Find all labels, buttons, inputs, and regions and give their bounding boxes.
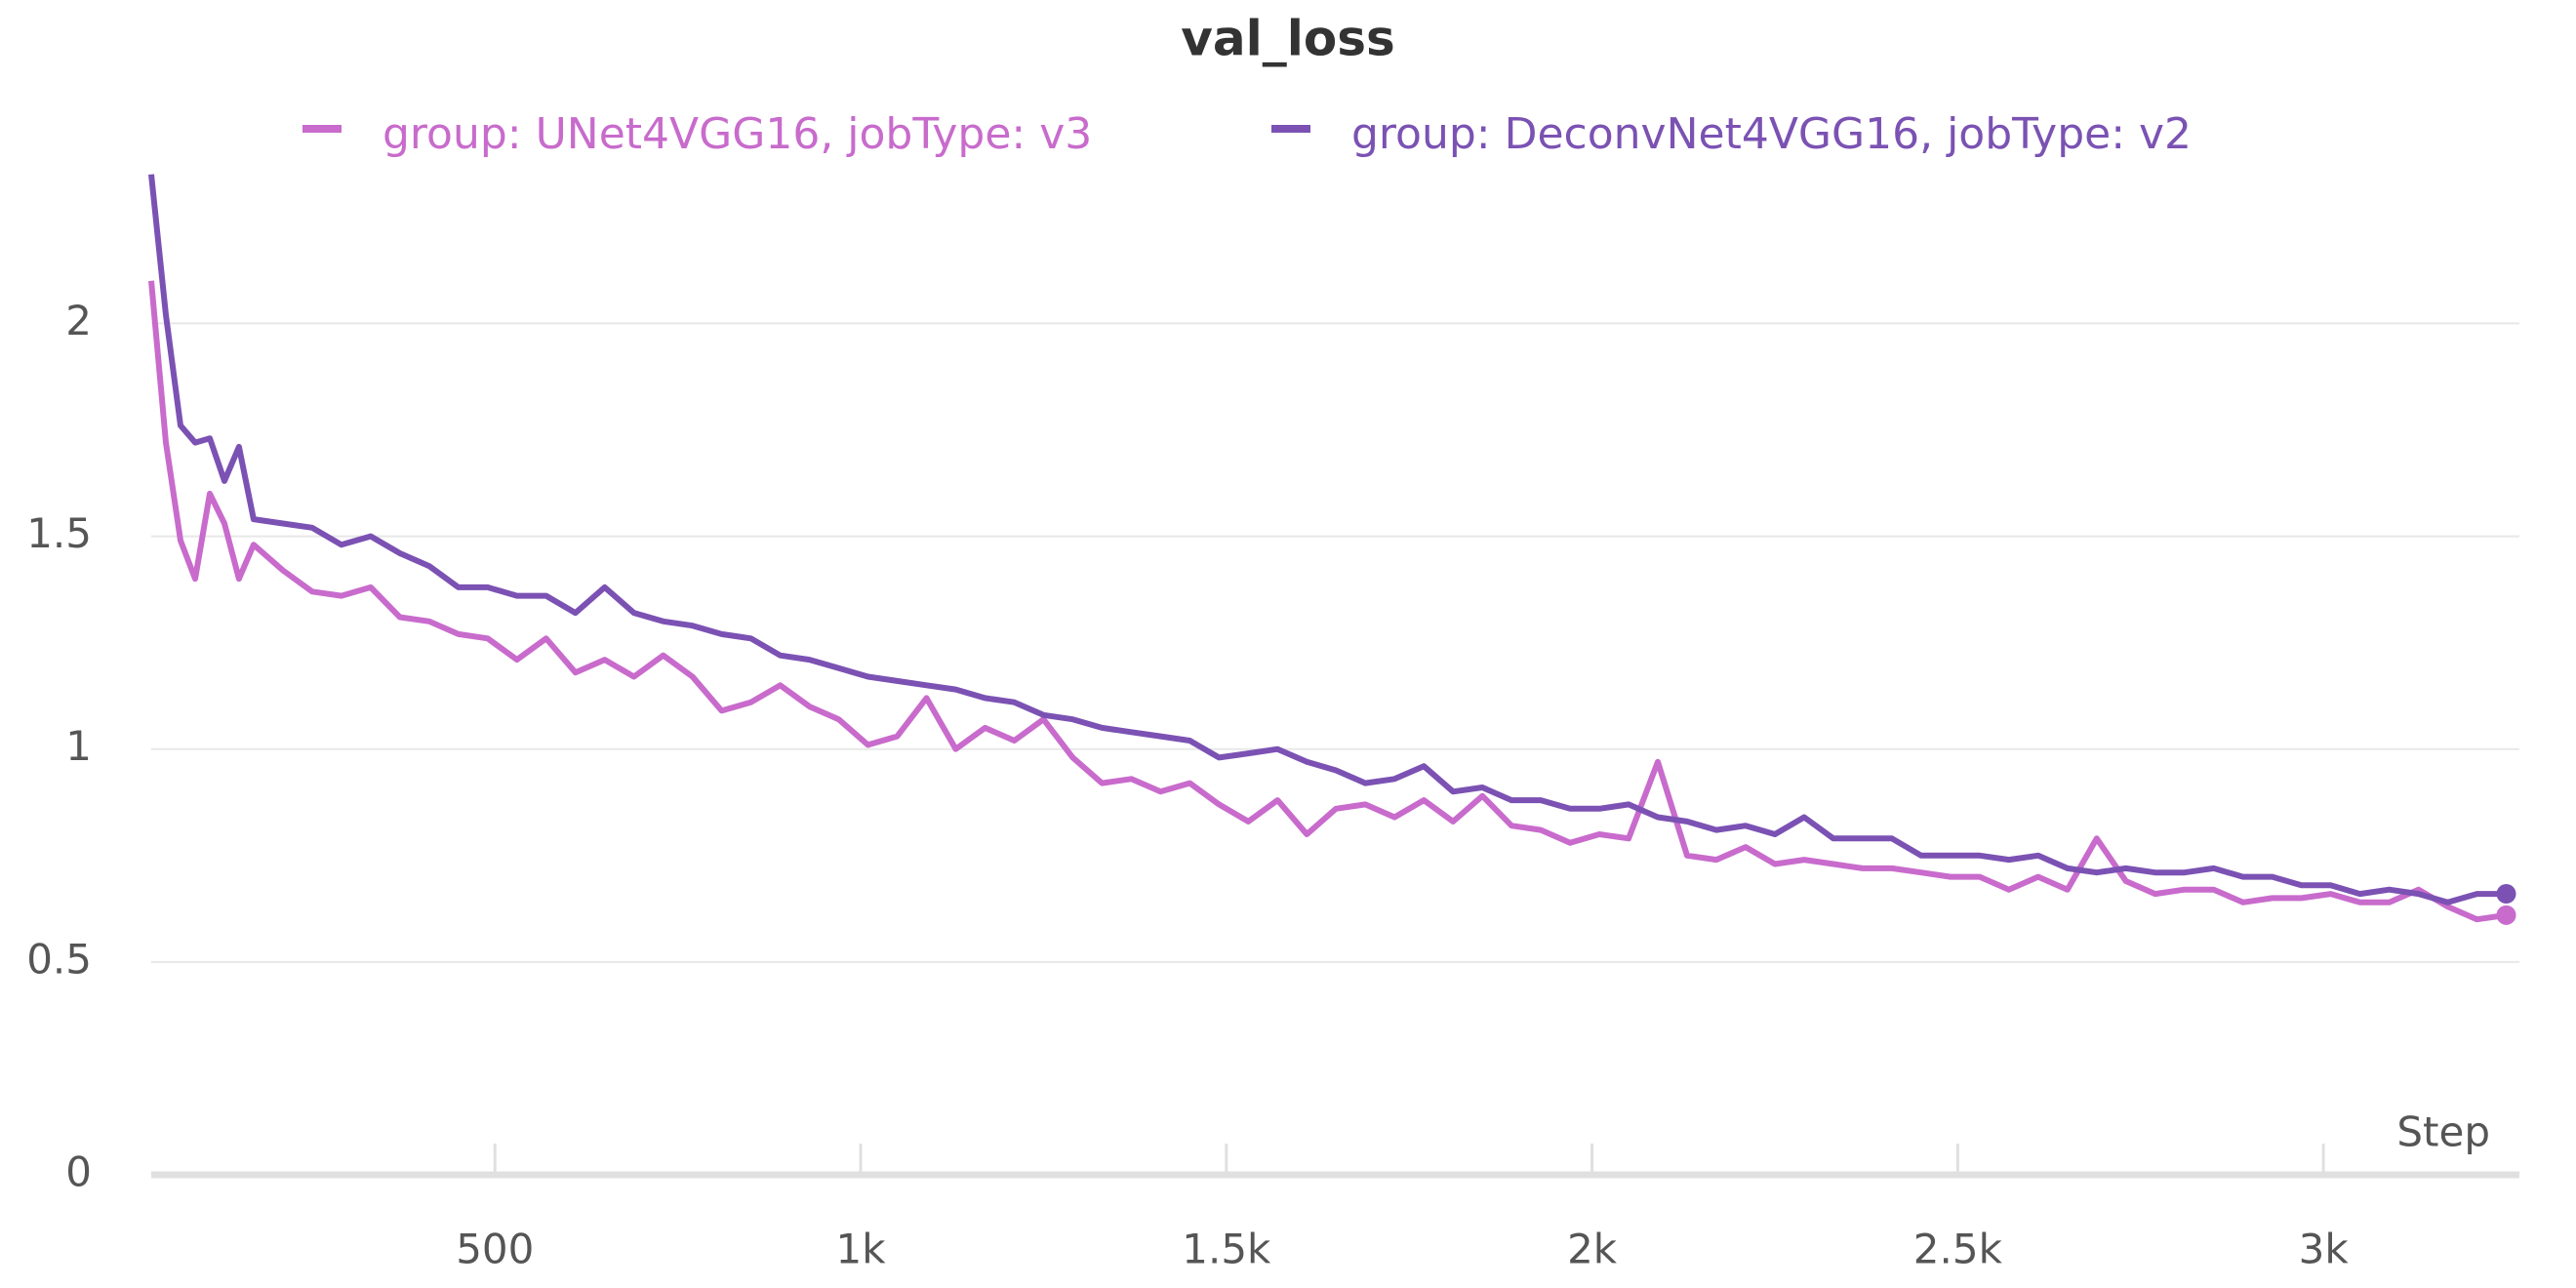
- y-tick-label: 2: [65, 297, 92, 344]
- y-tick-label: 1.5: [26, 509, 92, 557]
- end-point: [2496, 905, 2516, 925]
- x-tick-label: 2k: [1567, 1226, 1618, 1273]
- legend-label: group: DeconvNet4VGG16, jobType: v2: [1351, 109, 2192, 159]
- chart-title: val_loss: [1181, 11, 1394, 67]
- x-tick-label: 1.5k: [1182, 1226, 1271, 1273]
- series-line: [148, 174, 2507, 906]
- x-tick-label: 1k: [836, 1226, 887, 1273]
- legend-label: group: UNet4VGG16, jobType: v3: [382, 109, 1092, 159]
- end-point: [2496, 884, 2516, 905]
- y-tick-label: 0: [65, 1148, 92, 1196]
- y-tick-label: 0.5: [26, 935, 92, 983]
- x-axis-label: Step: [2396, 1108, 2490, 1156]
- y-tick-label: 1: [65, 722, 92, 770]
- x-tick-label: 3k: [2299, 1226, 2350, 1273]
- x-tick-label: 500: [456, 1226, 534, 1273]
- series-line: [148, 280, 2507, 923]
- x-tick-label: 2.5k: [1913, 1226, 2003, 1273]
